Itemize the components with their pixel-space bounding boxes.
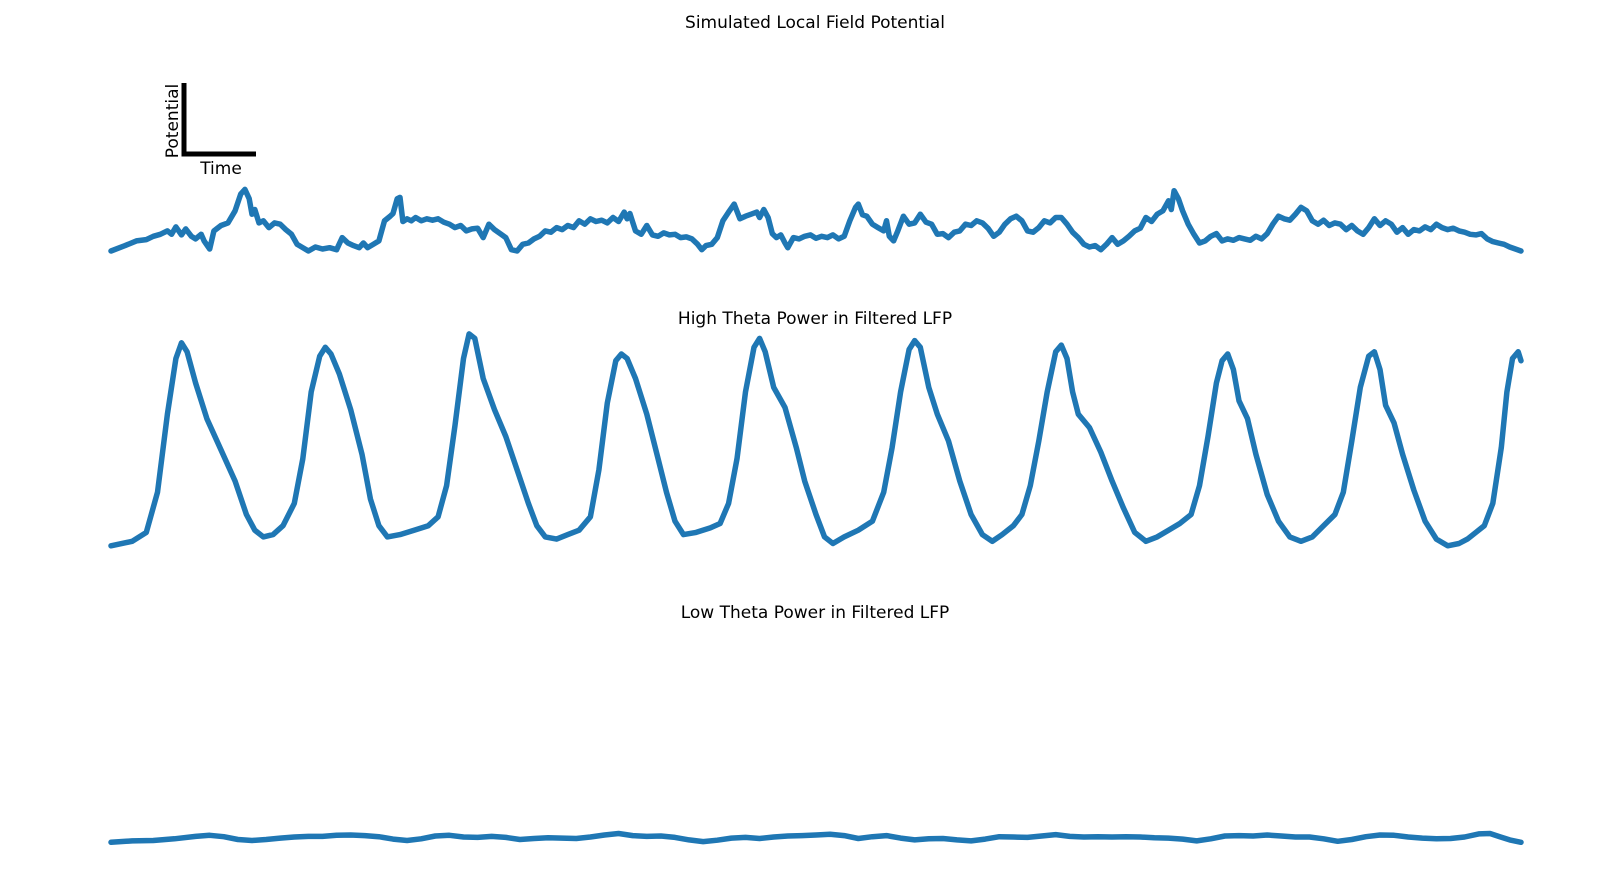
panel-title-raw-lfp: Simulated Local Field Potential — [685, 13, 945, 33]
scale-bar-potential-label: Potential — [163, 84, 183, 158]
panel-title-low-theta: Low Theta Power in Filtered LFP — [681, 603, 950, 623]
panel-title-high-theta: High Theta Power in Filtered LFP — [678, 309, 952, 329]
trace-low-theta — [108, 830, 1524, 846]
scale-bar: Time Potential — [163, 83, 256, 179]
scale-bar-time-label: Time — [199, 159, 242, 179]
trace-raw-lfp — [108, 186, 1524, 254]
trace-high-theta — [108, 331, 1524, 549]
